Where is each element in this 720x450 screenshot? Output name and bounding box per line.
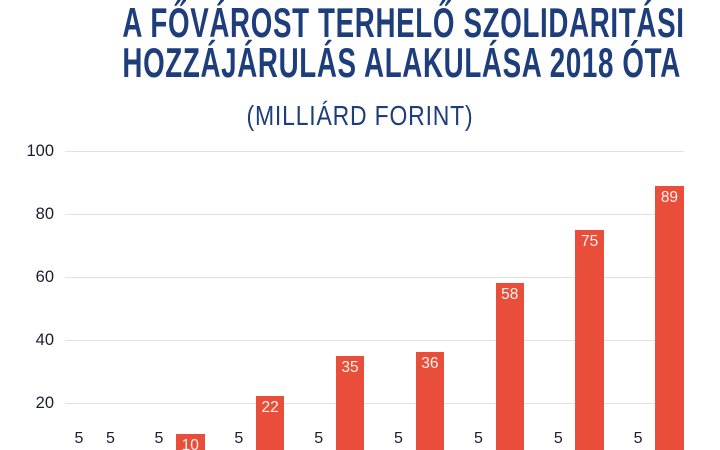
y-axis-tick-label-20: 20 <box>35 393 54 412</box>
gridline-100 <box>65 151 684 152</box>
bar-value-label-above: 5 <box>105 429 115 447</box>
chart-title: A FŐVÁROST TERHELŐ SZOLIDARITÁSI HOZZÁJÁ… <box>0 0 720 86</box>
y-axis-tick-label-40: 40 <box>35 330 54 349</box>
gridline-20 <box>65 402 684 404</box>
chart-title-line1: A FŐVÁROST TERHELŐ SZOLIDARITÁSI <box>122 0 685 46</box>
bar-group3-2 <box>255 396 285 450</box>
bar-value-label-inside: 10 <box>181 437 199 450</box>
bar-value-label-above: 5 <box>74 429 84 447</box>
bar-value-label-inside: 22 <box>261 399 279 417</box>
bar-value-label-above: 5 <box>234 429 244 447</box>
bar-group2-2 <box>176 434 205 450</box>
bar-value-label-above: 5 <box>553 429 563 447</box>
bar-value-label-above: 5 <box>633 429 643 447</box>
y-axis-tick-label-100: 100 <box>26 142 54 160</box>
bar-value-label-inside: 89 <box>660 188 679 206</box>
bar-value-label-above: 5 <box>154 429 164 447</box>
bar-group7-2 <box>575 229 604 450</box>
gridline-40 <box>65 339 684 341</box>
chart-title-line2: HOZZÁJÁRULÁS ALAKULÁSA 2018 ÓTA <box>122 39 681 86</box>
chart-subtitle: (MILLIÁRD FORINT) <box>246 100 474 131</box>
bar-value-label-above: 5 <box>394 429 403 447</box>
gridline-60 <box>65 276 684 278</box>
gridline-80 <box>65 213 684 215</box>
bar-value-label-above: 5 <box>314 429 324 447</box>
bar-group6-2 <box>495 283 524 450</box>
y-axis-tick-label-80: 80 <box>35 204 54 223</box>
bar-group4-2 <box>335 355 365 450</box>
bar-value-label-above: 5 <box>473 429 483 447</box>
bar-value-label-inside: 75 <box>581 232 599 250</box>
bar-value-label-inside: 36 <box>421 355 439 373</box>
bar-value-label-inside: 35 <box>341 358 359 376</box>
y-axis-tick-label-60: 60 <box>35 267 54 286</box>
bar-group5-2 <box>415 352 445 450</box>
bar-group8-2 <box>655 185 684 450</box>
bar-value-label-inside: 58 <box>501 286 519 304</box>
